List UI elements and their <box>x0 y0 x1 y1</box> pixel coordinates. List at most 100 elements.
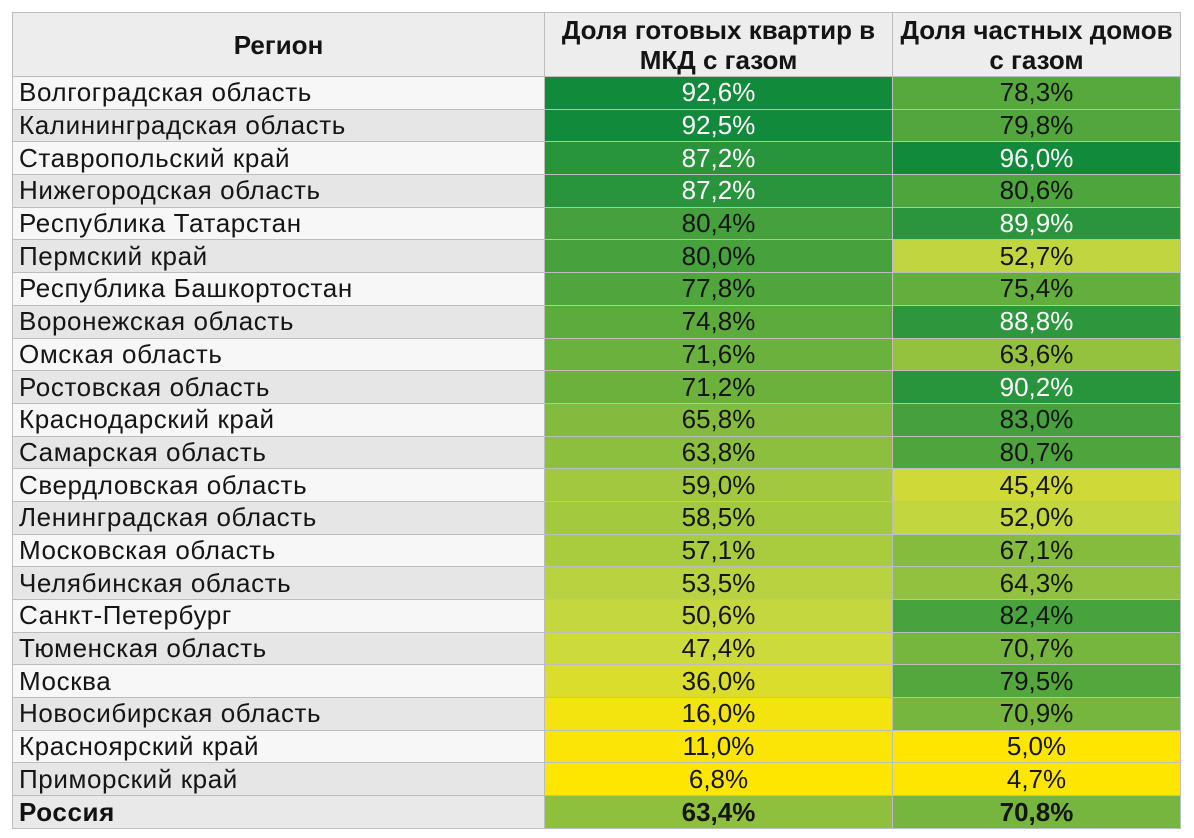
region-cell: Краснодарский край <box>12 402 545 437</box>
apartments-gas-cell: 53,5% <box>544 566 893 600</box>
region-cell: Москва <box>12 664 545 699</box>
region-cell: Ставропольский край <box>12 141 545 176</box>
region-cell: Республика Татарстан <box>12 206 545 241</box>
houses-gas-cell: 70,7% <box>892 631 1181 666</box>
table-row: Новосибирская область 16,0% 70,9% <box>12 697 1181 731</box>
apartments-gas-cell: 77,8% <box>544 272 893 306</box>
region-cell: Челябинская область <box>12 566 545 600</box>
region-cell: Красноярский край <box>12 729 545 764</box>
table-row: Ростовская область 71,2% 90,2% <box>12 370 1181 404</box>
houses-gas-cell: 64,3% <box>892 566 1181 600</box>
region-cell: Пермский край <box>12 239 545 274</box>
table-row: Краснодарский край 65,8% 83,0% <box>12 402 1181 437</box>
region-cell: Тюменская область <box>12 631 545 666</box>
houses-gas-cell: 70,9% <box>892 697 1181 731</box>
apartments-gas-cell: 59,0% <box>544 468 893 502</box>
apartments-gas-cell: 92,5% <box>544 108 893 143</box>
houses-gas-cell: 90,2% <box>892 370 1181 404</box>
houses-gas-cell: 78,3% <box>892 76 1181 110</box>
region-cell: Республика Башкортостан <box>12 272 545 306</box>
apartments-gas-cell: 16,0% <box>544 697 893 731</box>
table-row: Самарская область 63,8% 80,7% <box>12 435 1181 470</box>
table-row: Ставропольский край 87,2% 96,0% <box>12 141 1181 176</box>
apartments-gas-cell: 63,8% <box>544 435 893 470</box>
region-cell: Волгоградская область <box>12 76 545 110</box>
houses-gas-cell: 89,9% <box>892 206 1181 241</box>
total-region: Россия <box>12 795 545 830</box>
table-row: Московская область 57,1% 67,1% <box>12 533 1181 568</box>
houses-gas-cell: 67,1% <box>892 533 1181 568</box>
table-row: Приморский край 6,8% 4,7% <box>12 762 1181 797</box>
table-row: Челябинская область 53,5% 64,3% <box>12 566 1181 600</box>
total-row: Россия 63,4% 70,8% <box>12 795 1181 830</box>
region-cell: Ростовская область <box>12 370 545 404</box>
houses-gas-cell: 52,0% <box>892 500 1181 535</box>
houses-gas-cell: 63,6% <box>892 337 1181 372</box>
houses-gas-cell: 75,4% <box>892 272 1181 306</box>
table-footer: Россия 63,4% 70,8% <box>12 795 1181 830</box>
header-houses-gas: Доля частных домов с газом <box>892 12 1181 77</box>
total-houses-value: 70,8% <box>892 795 1181 830</box>
table-row: Москва 36,0% 79,5% <box>12 664 1181 699</box>
apartments-gas-cell: 65,8% <box>544 402 893 437</box>
table-row: Ленинградская область 58,5% 52,0% <box>12 500 1181 535</box>
region-cell: Самарская область <box>12 435 545 470</box>
apartments-gas-cell: 87,2% <box>544 174 893 208</box>
table-row: Свердловская область 59,0% 45,4% <box>12 468 1181 502</box>
region-cell: Санкт-Петербург <box>12 599 545 633</box>
houses-gas-cell: 83,0% <box>892 402 1181 437</box>
apartments-gas-cell: 47,4% <box>544 631 893 666</box>
region-cell: Ленинградская область <box>12 500 545 535</box>
table-row: Калининградская область 92,5% 79,8% <box>12 108 1181 143</box>
houses-gas-cell: 52,7% <box>892 239 1181 274</box>
header-region: Регион <box>12 12 545 77</box>
table-row: Красноярский край 11,0% 5,0% <box>12 729 1181 764</box>
apartments-gas-cell: 50,6% <box>544 599 893 633</box>
houses-gas-cell: 45,4% <box>892 468 1181 502</box>
houses-gas-cell: 5,0% <box>892 729 1181 764</box>
header-apartments-gas: Доля готовых квартир в МКД с газом <box>544 12 893 77</box>
apartments-gas-cell: 11,0% <box>544 729 893 764</box>
apartments-gas-cell: 80,4% <box>544 206 893 241</box>
region-cell: Свердловская область <box>12 468 545 502</box>
table-row: Республика Татарстан 80,4% 89,9% <box>12 206 1181 241</box>
apartments-gas-cell: 71,2% <box>544 370 893 404</box>
region-cell: Воронежская область <box>12 304 545 339</box>
houses-gas-cell: 82,4% <box>892 599 1181 633</box>
region-cell: Нижегородская область <box>12 174 545 208</box>
apartments-gas-cell: 74,8% <box>544 304 893 339</box>
apartments-gas-cell: 57,1% <box>544 533 893 568</box>
heatmap-table: Регион Доля готовых квартир в МКД с газо… <box>12 12 1181 830</box>
houses-gas-cell: 88,8% <box>892 304 1181 339</box>
houses-gas-cell: 79,5% <box>892 664 1181 699</box>
table-row: Пермский край 80,0% 52,7% <box>12 239 1181 274</box>
table-row: Воронежская область 74,8% 88,8% <box>12 304 1181 339</box>
apartments-gas-cell: 71,6% <box>544 337 893 372</box>
region-cell: Омская область <box>12 337 545 372</box>
apartments-gas-cell: 92,6% <box>544 76 893 110</box>
houses-gas-cell: 80,6% <box>892 174 1181 208</box>
table-header: Регион Доля готовых квартир в МКД с газо… <box>12 12 1181 77</box>
houses-gas-cell: 80,7% <box>892 435 1181 470</box>
apartments-gas-cell: 36,0% <box>544 664 893 699</box>
region-cell: Новосибирская область <box>12 697 545 731</box>
table-body: Волгоградская область 92,6% 78,3% Калинингр… <box>12 76 1181 797</box>
table-row: Омская область 71,6% 63,6% <box>12 337 1181 372</box>
header-row: Регион Доля готовых квартир в МКД с газо… <box>12 12 1181 77</box>
table-row: Тюменская область 47,4% 70,7% <box>12 631 1181 666</box>
table-row: Нижегородская область 87,2% 80,6% <box>12 174 1181 208</box>
houses-gas-cell: 79,8% <box>892 108 1181 143</box>
apartments-gas-cell: 6,8% <box>544 762 893 797</box>
apartments-gas-cell: 80,0% <box>544 239 893 274</box>
total-apartments-value: 63,4% <box>544 795 893 830</box>
region-cell: Калининградская область <box>12 108 545 143</box>
houses-gas-cell: 4,7% <box>892 762 1181 797</box>
houses-gas-cell: 96,0% <box>892 141 1181 176</box>
table-row: Санкт-Петербург 50,6% 82,4% <box>12 599 1181 633</box>
region-cell: Приморский край <box>12 762 545 797</box>
apartments-gas-cell: 58,5% <box>544 500 893 535</box>
table-row: Республика Башкортостан 77,8% 75,4% <box>12 272 1181 306</box>
heatmap-table-container: Регион Доля готовых квартир в МКД с газо… <box>12 12 1181 830</box>
region-cell: Московская область <box>12 533 545 568</box>
table-row: Волгоградская область 92,6% 78,3% <box>12 76 1181 110</box>
